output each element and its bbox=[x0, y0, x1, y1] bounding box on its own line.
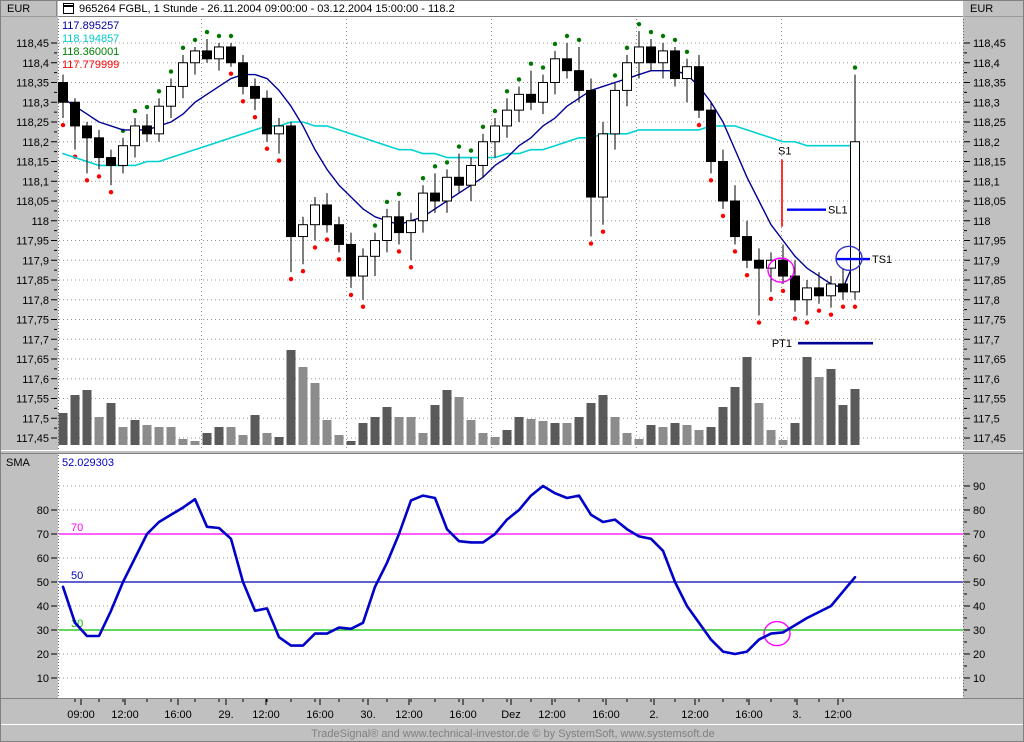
fast-ma-value-label: 117.895257 bbox=[62, 20, 120, 32]
price-tick-label-left: 118,25 bbox=[16, 117, 49, 129]
price-tick-label-right: 117,85 bbox=[973, 275, 1006, 287]
price-tick-label-left: 118,2 bbox=[22, 137, 49, 149]
price-tick-label-right: 117,9 bbox=[973, 255, 1000, 267]
price-tick-label-right: 117,5 bbox=[973, 413, 1000, 425]
osc-tick-label-right: 90 bbox=[973, 481, 985, 493]
sma-current-value: 52.029303 bbox=[62, 457, 114, 469]
time-axis bbox=[1, 698, 1023, 724]
price-tick-label-right: 118,2 bbox=[973, 137, 1000, 149]
chart-window-icon bbox=[63, 3, 74, 14]
price-tick-label-right: 117,65 bbox=[973, 354, 1006, 366]
osc-tick-label-left: 50 bbox=[37, 577, 49, 589]
osc-tick-label-right: 40 bbox=[973, 601, 985, 613]
osc-tick-label-left: 60 bbox=[37, 553, 49, 565]
price-tick-label-left: 117,85 bbox=[16, 275, 49, 287]
price-tick-label-right: 118,15 bbox=[973, 157, 1006, 169]
osc-tick-label-left: 80 bbox=[37, 505, 49, 517]
price-tick-label-right: 118,05 bbox=[973, 196, 1006, 208]
osc-tick-label-right: 50 bbox=[973, 577, 985, 589]
osc-tick-label-right: 80 bbox=[973, 505, 985, 517]
osc-tick-label-left: 30 bbox=[37, 625, 49, 637]
price-tick-label-left: 117,6 bbox=[22, 374, 49, 386]
price-tick-label-left: 117,9 bbox=[22, 255, 49, 267]
right-axis-unit-label: EUR bbox=[964, 1, 1023, 17]
osc-tick-label-right: 10 bbox=[973, 673, 985, 685]
osc-tick-label-left: 20 bbox=[37, 649, 49, 661]
osc-tick-label-left: 40 bbox=[37, 601, 49, 613]
price-tick-label-right: 118,25 bbox=[973, 117, 1006, 129]
osc-tick-label-left: 10 bbox=[37, 673, 49, 685]
price-tick-label-left: 118 bbox=[31, 216, 49, 228]
chart-titlebar[interactable]: 965264 FGBL, 1 Stunde - 26.11.2004 09:00… bbox=[58, 1, 963, 17]
panel-splitter[interactable] bbox=[1, 450, 1023, 454]
price-tick-label-left: 117,5 bbox=[22, 413, 49, 425]
price-tick-label-left: 117,55 bbox=[16, 394, 49, 406]
price-tick-label-right: 118,35 bbox=[973, 78, 1006, 90]
price-tick-label-right: 117,55 bbox=[973, 394, 1006, 406]
price-tick-label-left: 117,65 bbox=[16, 354, 49, 366]
price-tick-label-right: 117,8 bbox=[973, 295, 1000, 307]
osc-tick-label-right: 70 bbox=[973, 529, 985, 541]
price-tick-label-left: 118,45 bbox=[16, 38, 49, 50]
price-chart-panel[interactable] bbox=[58, 17, 963, 450]
price-tick-label-right: 118,45 bbox=[973, 38, 1006, 50]
price-tick-label-left: 118,4 bbox=[22, 58, 49, 70]
price-tick-label-left: 118,3 bbox=[22, 97, 49, 109]
price-tick-label-right: 117,7 bbox=[973, 334, 1000, 346]
price-tick-label-right: 118,3 bbox=[973, 97, 1000, 109]
price-tick-label-right: 118,1 bbox=[973, 176, 1000, 188]
price-tick-label-left: 118,1 bbox=[22, 176, 49, 188]
copyright-text: TradeSignal® and www.technical-investor.… bbox=[1, 724, 1023, 741]
sma-panel-label: SMA bbox=[6, 457, 30, 469]
price-tick-label-left: 117,45 bbox=[16, 433, 49, 445]
price-tick-label-right: 117,6 bbox=[973, 374, 1000, 386]
sma-oscillator-panel[interactable] bbox=[58, 454, 963, 698]
osc-tick-label-right: 60 bbox=[973, 553, 985, 565]
upper-band-value-label: 118.360001 bbox=[62, 46, 120, 58]
slow-ma-value-label: 118.194857 bbox=[62, 33, 120, 45]
chart-title: 965264 FGBL, 1 Stunde - 26.11.2004 09:00… bbox=[79, 2, 455, 15]
price-tick-label-left: 118,05 bbox=[16, 196, 49, 208]
price-tick-label-left: 117,8 bbox=[22, 295, 49, 307]
price-tick-label-right: 118 bbox=[973, 216, 991, 228]
osc-tick-label-left: 70 bbox=[37, 529, 49, 541]
price-tick-label-right: 117,95 bbox=[973, 236, 1006, 248]
price-tick-label-right: 118,4 bbox=[973, 58, 1000, 70]
price-tick-label-left: 117,7 bbox=[22, 334, 49, 346]
price-tick-label-left: 117,95 bbox=[16, 236, 49, 248]
price-tick-label-left: 118,35 bbox=[16, 78, 49, 90]
price-tick-label-right: 117,75 bbox=[973, 315, 1006, 327]
price-tick-label-left: 118,15 bbox=[16, 157, 49, 169]
lower-band-value-label: 117.779999 bbox=[62, 59, 120, 71]
price-tick-label-left: 117,75 bbox=[16, 315, 49, 327]
osc-tick-label-right: 20 bbox=[973, 649, 985, 661]
osc-tick-label-right: 30 bbox=[973, 625, 985, 637]
left-axis-unit-label: EUR bbox=[1, 1, 57, 17]
price-tick-label-right: 117,45 bbox=[973, 433, 1006, 445]
